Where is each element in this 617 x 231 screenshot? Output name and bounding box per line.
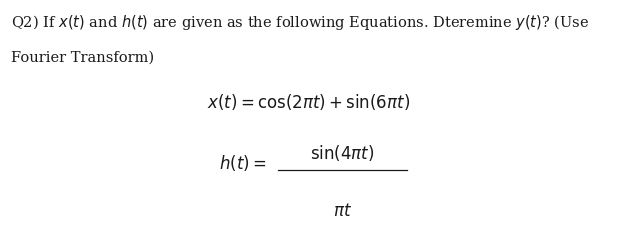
Text: $h(t) = $: $h(t) = $ bbox=[219, 153, 267, 173]
Text: Fourier Transform): Fourier Transform) bbox=[11, 51, 154, 65]
Text: $\sin(4\pi t)$: $\sin(4\pi t)$ bbox=[310, 143, 375, 163]
Text: $\pi t$: $\pi t$ bbox=[333, 203, 352, 220]
Text: $x(t) = \cos(2\pi t) + \sin(6\pi t)$: $x(t) = \cos(2\pi t) + \sin(6\pi t)$ bbox=[207, 92, 410, 112]
Text: Q2) If $x(t)$ and $h(t)$ are given as the following Equations. Dteremine $y(t)$?: Q2) If $x(t)$ and $h(t)$ are given as th… bbox=[11, 13, 589, 32]
